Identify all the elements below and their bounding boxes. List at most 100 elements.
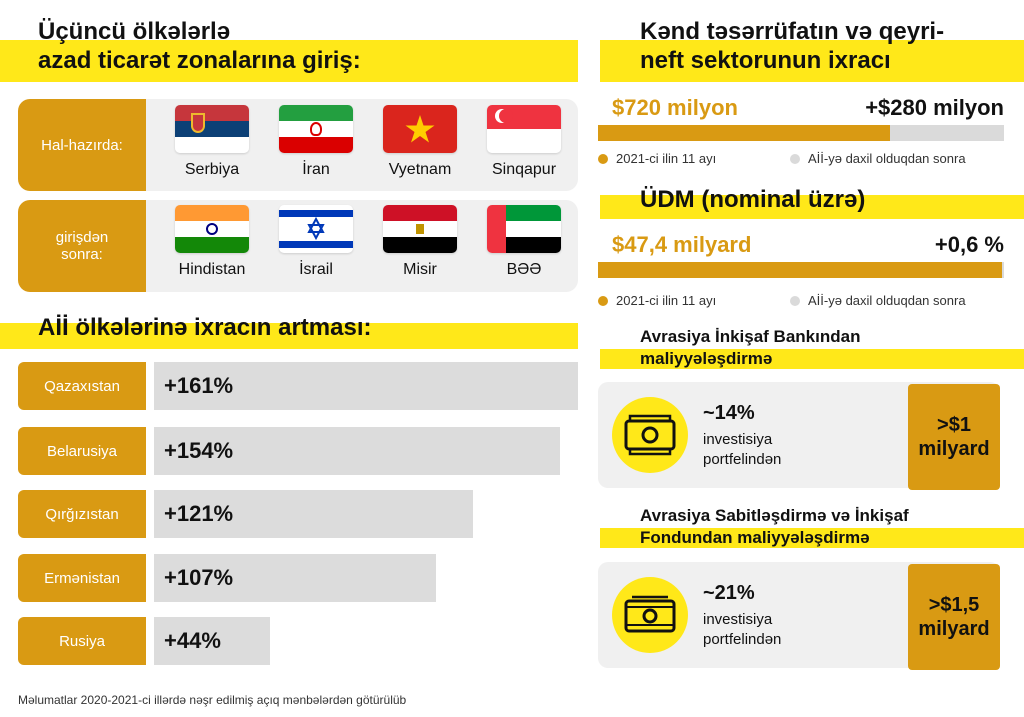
- fta-title-line1: Üçüncü ölkələrlə: [38, 18, 231, 45]
- gdp-progress-fill: [598, 262, 1002, 278]
- country-iran: İran: [264, 105, 368, 179]
- agri-title-line2: neft sektorunun ixracı: [640, 46, 891, 74]
- country-vietnam: Vyetnam: [368, 105, 472, 179]
- efsd-title-highlight: [600, 528, 1024, 548]
- footer-source-note: Məlumatlar 2020-2021-ci illərdə nəşr edi…: [18, 693, 407, 707]
- export-value-label: +161%: [164, 373, 234, 398]
- agri-legend-right-text: Aİİ-yə daxil olduqdan sonra: [808, 151, 966, 166]
- eadb-title-line2: maliyyələşdirmə: [640, 349, 773, 368]
- fta-current-label: Hal-hazırda:: [18, 99, 146, 191]
- fta-after-label-line1: girişdən: [55, 229, 109, 246]
- exports-title: Aİİ ölkələrinə ixracın artması:: [38, 314, 372, 341]
- grey-dot-icon: [790, 153, 800, 164]
- export-row: Qırğızıstan +121%: [18, 490, 578, 538]
- efsd-percent: ~21%: [703, 582, 755, 604]
- eadb-percent: ~14%: [703, 402, 755, 424]
- agri-title-line1: Kənd təsərrüfatın və qeyri-: [640, 18, 945, 45]
- serbia-flag: [175, 105, 249, 153]
- efsd-title: Avrasiya Sabitləşdirmə və İnkişaf Fondun…: [640, 505, 909, 549]
- fta-title-highlight: [0, 40, 578, 82]
- gdp-title: ÜDM (nominal üzrə): [640, 186, 866, 213]
- accent-dot-icon: [598, 153, 608, 164]
- eadb-amount: >$1 milyard: [908, 384, 1000, 490]
- efsd-desc-line2: portfelindən: [703, 630, 782, 648]
- gdp-left-value: $47,4 milyard: [612, 232, 752, 257]
- country-name: Misir: [403, 261, 437, 278]
- country-name: BƏƏ: [506, 261, 542, 278]
- efsd-desc: investisiya portfelindən: [703, 610, 781, 649]
- cash-icon: [612, 577, 688, 653]
- efsd-amount-line1: >$1,5: [928, 594, 980, 616]
- eadb-title-line1: Avrasiya İnkişaf Bankından: [640, 327, 861, 346]
- export-value-label: +154%: [164, 438, 234, 463]
- eadb-desc-line1: investisiya: [703, 431, 773, 448]
- export-bar: [154, 362, 578, 410]
- country-egypt: Misir: [368, 205, 472, 279]
- export-bar: [154, 617, 270, 665]
- export-row: Rusiya +44%: [18, 617, 578, 665]
- country-uae: BƏƏ: [472, 205, 576, 279]
- agri-legend-left-text: 2021-ci ilin 11 ayı: [616, 151, 717, 166]
- gdp-title-highlight: [600, 195, 1024, 219]
- country-singapore: Sinqapur: [472, 105, 576, 179]
- export-row: Belarusiya +154%: [18, 427, 578, 475]
- export-value-label: +121%: [164, 501, 234, 526]
- india-flag: [175, 205, 249, 253]
- accent-dot-icon: [598, 295, 608, 306]
- export-country-label: Belarusiya: [18, 427, 146, 475]
- eadb-amount-line2: milyard: [918, 438, 990, 460]
- efsd-amount: >$1,5 milyard: [908, 564, 1000, 670]
- gdp-right-value: +0,6 %: [934, 232, 1004, 257]
- efsd-title-line1: Avrasiya Sabitləşdirmə və İnkişaf: [640, 506, 909, 525]
- export-value-label: +44%: [164, 628, 221, 653]
- country-israel: İsrail: [264, 205, 368, 279]
- export-country-label: Ermənistan: [18, 554, 146, 602]
- fta-after-label: girişdən sonra:: [18, 200, 146, 292]
- gdp-legend-left: 2021-ci ilin 11 ayı: [598, 293, 716, 308]
- agri-progress-fill: [598, 125, 891, 141]
- gdp-legend-right-text: Aİİ-yə daxil olduqdan sonra: [808, 293, 966, 308]
- gdp-progress: [598, 262, 1004, 278]
- country-name: Hindistan: [178, 261, 246, 278]
- singapore-flag: [487, 105, 561, 153]
- agri-title: Kənd təsərrüfatın və qeyri- neft sektoru…: [640, 18, 944, 76]
- fta-after-label-line2: sonra:: [61, 246, 103, 263]
- country-name: İsrail: [299, 261, 333, 278]
- agri-legend-right: Aİİ-yə daxil olduqdan sonra: [790, 151, 966, 166]
- country-name: Serbiya: [184, 161, 240, 178]
- fta-title: Üçüncü ölkələrlə azad ticarət zonalarına…: [38, 18, 361, 76]
- gdp-legend-left-text: 2021-ci ilin 11 ayı: [616, 293, 717, 308]
- export-country-label: Qırğızıstan: [18, 490, 146, 538]
- eadb-amount-line1: >$1: [937, 414, 971, 436]
- efsd-desc-line1: investisiya: [703, 611, 773, 628]
- grey-dot-icon: [790, 295, 800, 306]
- iran-flag: [279, 105, 353, 153]
- export-country-label: Rusiya: [18, 617, 146, 665]
- agri-left-value: $720 milyon: [612, 95, 738, 120]
- country-india: Hindistan: [160, 205, 264, 279]
- agri-title-highlight: [600, 40, 1024, 82]
- export-row: Qazaxıstan +161%: [18, 362, 578, 410]
- agri-right-value: +$280 milyon: [865, 95, 1004, 120]
- export-bar: [154, 554, 436, 602]
- eadb-title-highlight: [600, 349, 1024, 369]
- exports-title-highlight: [0, 323, 578, 349]
- efsd-title-line2: Fondundan maliyyələşdirmə: [640, 528, 870, 547]
- agri-legend-left: 2021-ci ilin 11 ayı: [598, 151, 716, 166]
- export-bar: [154, 490, 473, 538]
- country-serbia: Serbiya: [160, 105, 264, 179]
- export-value-label: +107%: [164, 565, 234, 590]
- export-bar: [154, 427, 560, 475]
- export-country-label: Qazaxıstan: [18, 362, 146, 410]
- egypt-flag: [383, 205, 457, 253]
- eadb-desc-line2: portfelindən: [703, 450, 782, 468]
- agri-progress: [598, 125, 1004, 141]
- country-name: Vyetnam: [388, 161, 452, 178]
- country-name: İran: [302, 161, 330, 178]
- gdp-legend-right: Aİİ-yə daxil olduqdan sonra: [790, 293, 966, 308]
- vietnam-flag: [383, 105, 457, 153]
- uae-flag: [487, 205, 561, 253]
- fta-title-line2: azad ticarət zonalarına giriş:: [38, 46, 361, 74]
- eadb-title: Avrasiya İnkişaf Bankından maliyyələşdir…: [640, 326, 860, 370]
- eadb-desc: investisiya portfelindən: [703, 430, 781, 469]
